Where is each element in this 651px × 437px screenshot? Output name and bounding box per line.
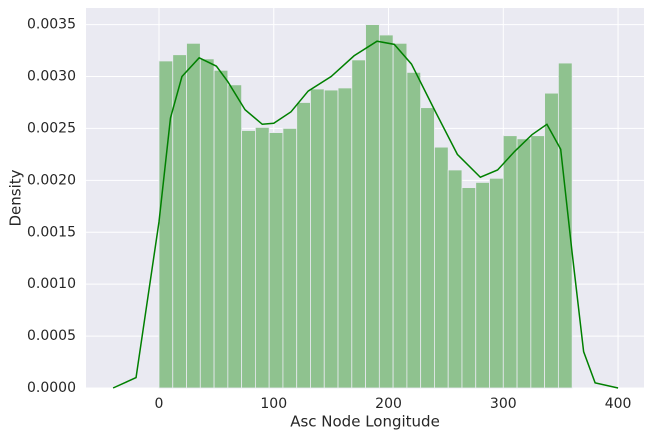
y-tick-label: 0.0015 [27,224,76,240]
x-tick-label: 200 [375,396,402,412]
bar [489,177,504,389]
x-tick-label: 300 [490,396,517,412]
bar [199,58,215,389]
y-tick-label: 0.0010 [27,276,76,292]
x-tick-label: 100 [260,396,287,412]
bar [241,130,256,389]
bar [475,182,490,389]
bar [310,88,325,389]
bar [420,107,435,389]
bar [557,62,573,389]
bar [447,169,463,389]
y-tick-label: 0.0030 [27,69,76,85]
y-tick-label: 0.0000 [27,380,76,396]
x-tick-label: 400 [605,396,632,412]
bar [227,84,243,389]
y-tick-label: 0.0025 [27,120,76,136]
x-axis-label: Asc Node Longitude [290,413,440,431]
bar [282,128,298,389]
kde-line [112,40,619,389]
y-axis-label: Density [7,169,25,226]
bar [337,87,353,389]
bar [323,89,339,389]
bar [406,71,422,389]
bar [158,60,174,389]
bar [186,42,201,389]
bar [268,132,284,389]
bar [516,138,532,389]
bar [378,34,394,389]
bar [461,187,477,389]
bar [254,126,270,389]
y-tick-label: 0.0035 [27,17,76,33]
x-tick-label: 0 [155,396,164,412]
bar [502,135,518,389]
bar [351,59,366,389]
bar [213,69,229,389]
bar [392,42,408,389]
bar [296,102,311,389]
bar [544,92,559,389]
bar [365,24,380,389]
y-tick-label: 0.0020 [27,172,76,188]
bar [434,146,449,389]
bar [530,135,546,389]
y-tick-label: 0.0005 [27,328,76,344]
